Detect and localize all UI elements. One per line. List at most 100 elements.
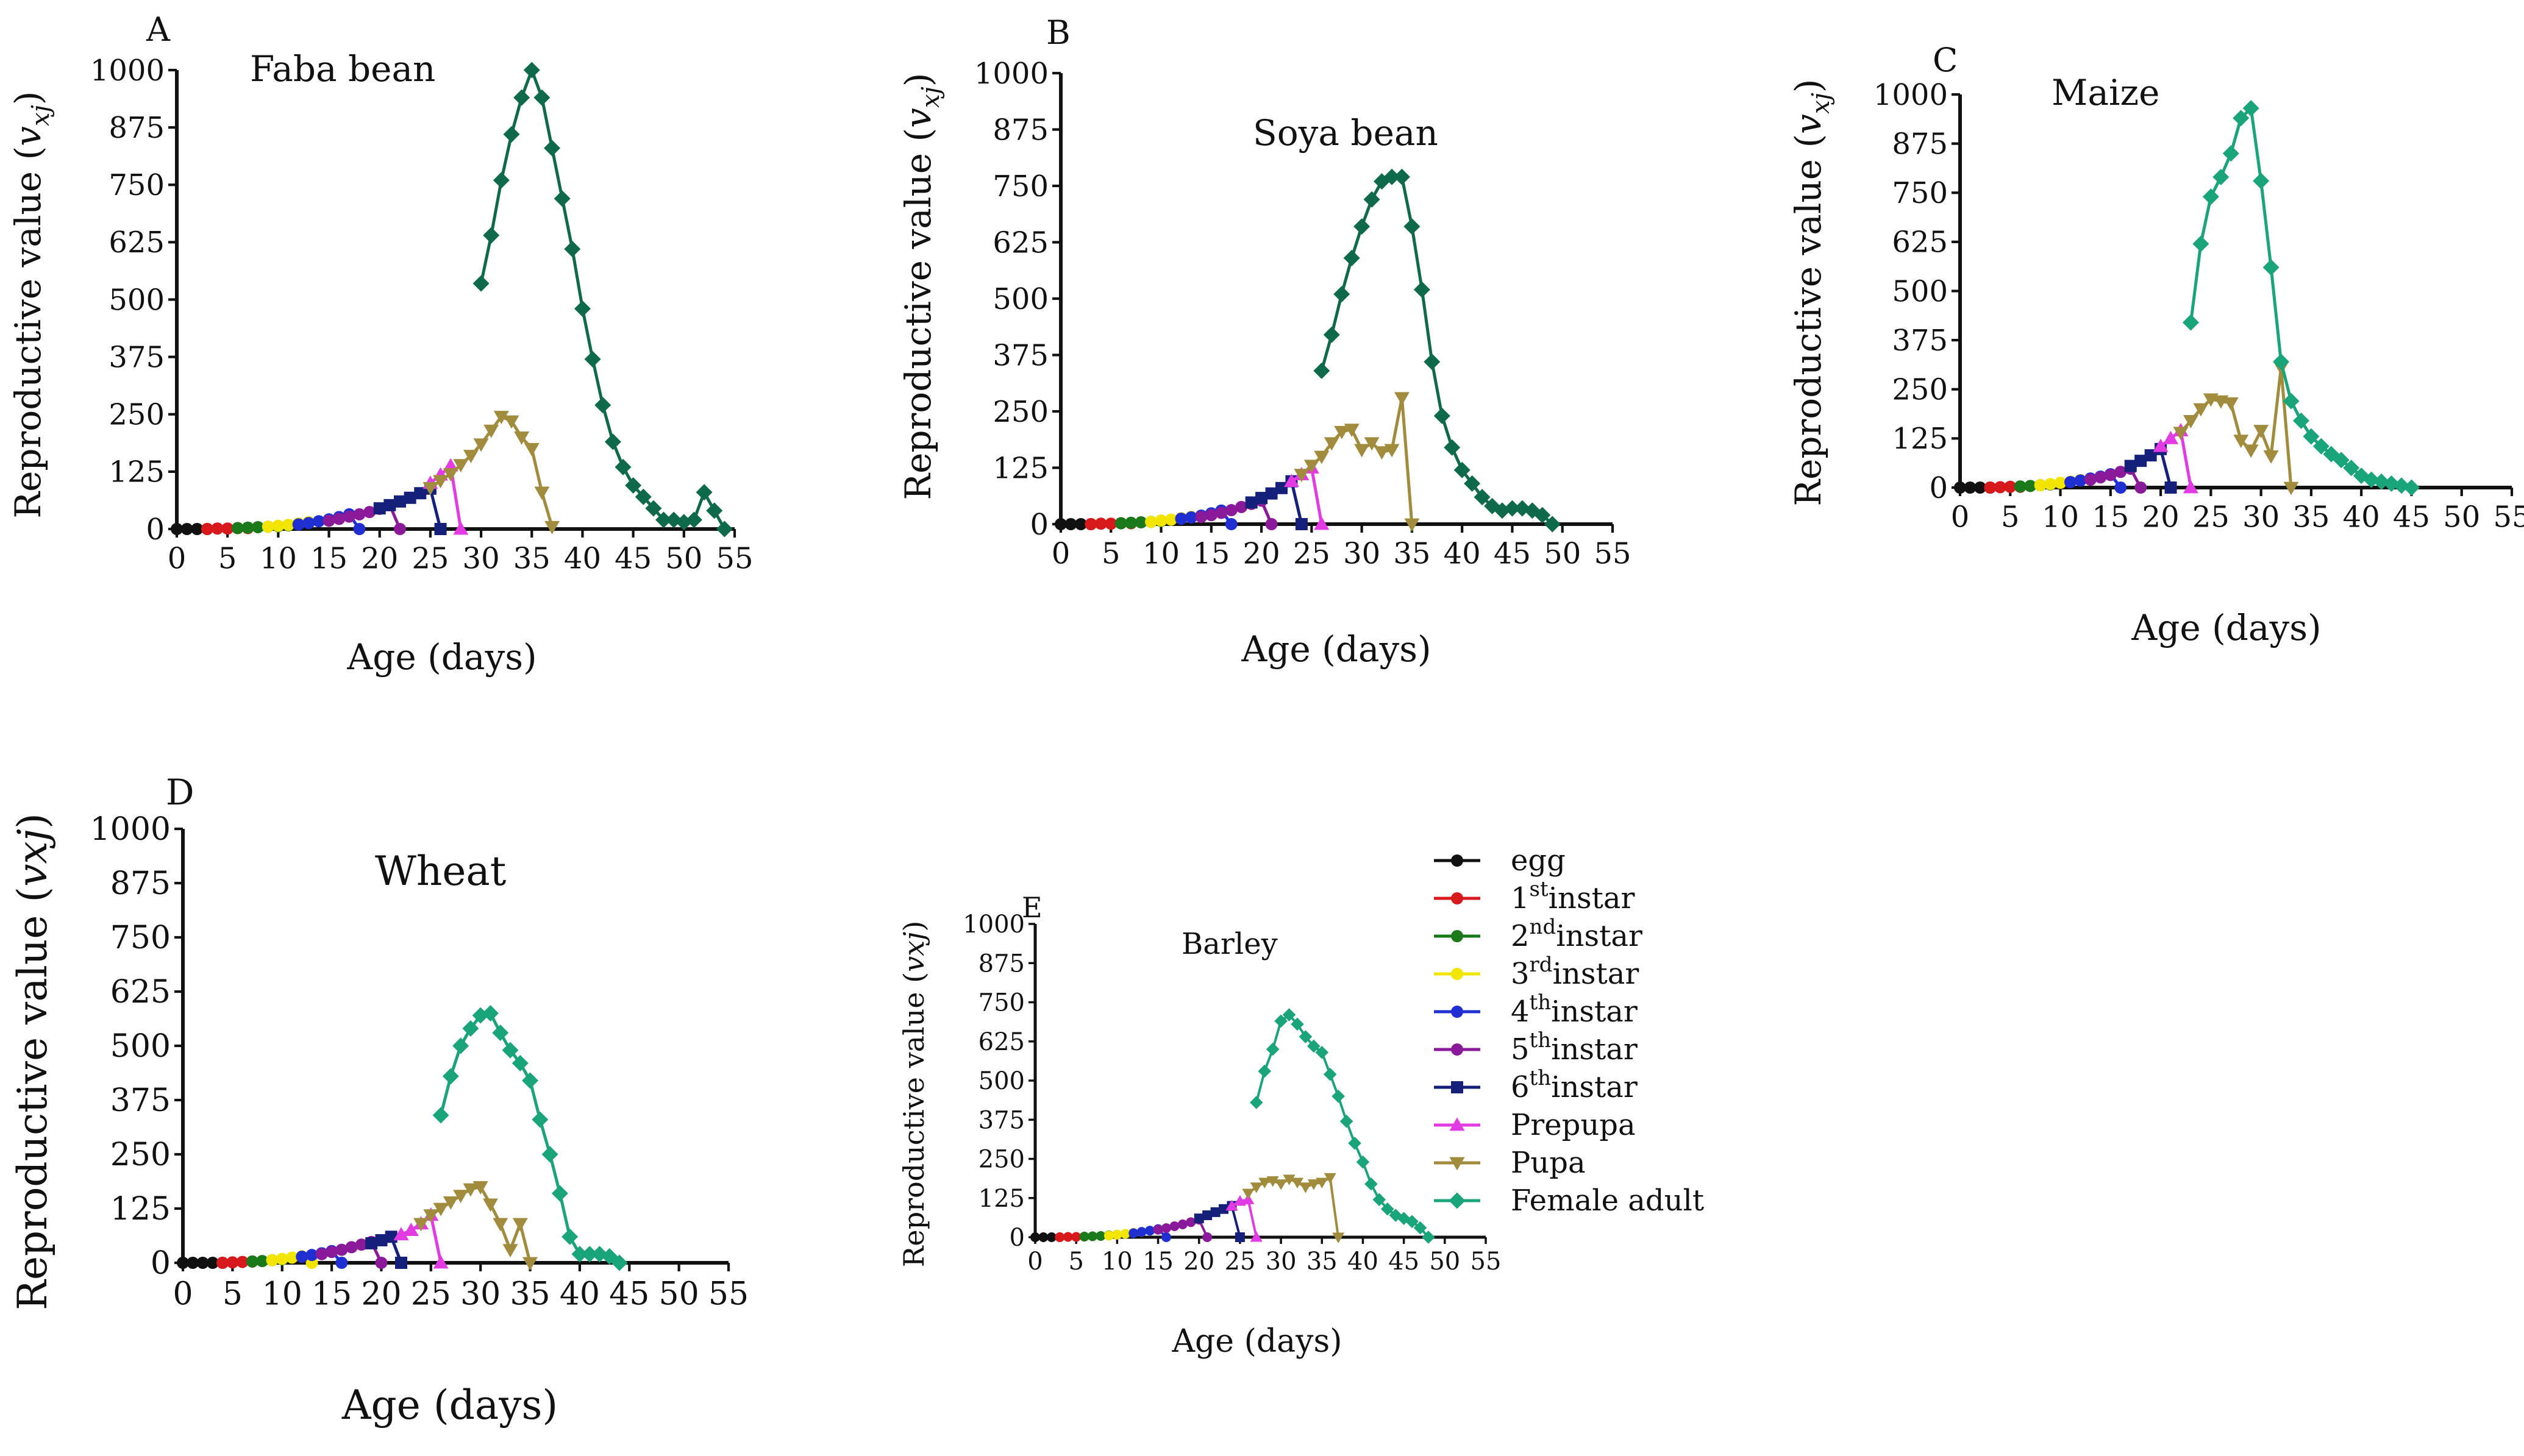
data-point [305,1249,318,1262]
data-point [2114,466,2127,478]
y-tick-label: 500 [1892,274,1948,308]
data-point [433,1202,449,1216]
x-tick-label: 30 [460,1276,501,1313]
data-point [286,1251,298,1264]
y-tick-label: 500 [110,1028,171,1065]
x-tick-label: 40 [1444,536,1481,570]
data-point [375,1257,388,1269]
data-point [2183,414,2198,428]
data-point [2164,481,2177,494]
y-axis-label: Reproductive value (vxj) [897,73,945,500]
data-point [483,227,500,244]
data-point [1071,1232,1082,1242]
data-point [2114,481,2127,494]
data-point [2144,449,2157,462]
data-point [1291,1017,1304,1031]
data-point [1294,469,1310,483]
data-point [452,1037,469,1054]
y-axis-label-var: v [897,108,939,128]
data-point [483,424,499,438]
data-point [2014,480,2027,493]
data-point [1364,1177,1378,1191]
data-point [1255,492,1268,505]
data-point [1128,1228,1139,1238]
y-axis-label-var: v [1788,114,1829,134]
y-tick-label: 875 [110,865,171,902]
data-point [246,1255,258,1268]
data-point [1984,481,1997,494]
y-tick-label: 500 [979,1067,1025,1095]
x-tick-label: 10 [1143,536,1180,570]
legend-label-text: instar [1556,919,1642,953]
data-point [1114,517,1127,530]
legend-label-sup: th [1530,990,1552,1015]
data-point [584,350,601,368]
data-point [541,1146,558,1163]
data-point [1210,1207,1221,1217]
y-tick-label: 250 [979,1146,1025,1174]
data-point [2173,427,2189,441]
series-pupa [413,1181,538,1271]
y-tick-label: 625 [109,226,165,260]
legend-label: 4thinstar [1511,990,1638,1029]
data-point [282,519,294,531]
data-point [231,522,244,534]
data-point [1315,1045,1329,1059]
y-axis-label: Reproductive value (vxj) [1788,79,1835,506]
y-tick-label: 750 [109,168,165,202]
data-point [1242,1188,1255,1200]
data-point [473,438,489,452]
series-line [479,68,726,530]
data-point [1074,518,1087,530]
data-point [1275,481,1288,494]
data-point [1266,1042,1280,1056]
data-point [1363,191,1380,208]
data-point [492,1025,509,1042]
y-axis-label-sub: xj [27,105,55,126]
data-point [504,415,519,429]
data-point [221,522,234,535]
legend-label-number: 5 [1511,1032,1530,1067]
data-point [1299,1182,1312,1193]
x-tick-label: 0 [1027,1248,1043,1276]
data-point [2222,145,2239,162]
plot-area: 0 5 10 15 20 25 30 35 40 45 50 55012525037550062575… [974,57,1631,571]
data-point [2223,397,2239,411]
y-tick-label: 250 [993,395,1049,429]
data-point [355,1238,368,1251]
data-point [522,1257,538,1271]
data-point [1444,439,1461,456]
x-tick-label: 5 [223,1276,243,1313]
legend-label: 2ndinstar [1511,915,1642,953]
y-tick-label: 125 [1892,422,1948,456]
x-axis-label: Age (days) [1171,1323,1342,1360]
y-tick-label: 125 [110,1191,171,1227]
x-tick-label: 35 [513,541,551,575]
data-point [1266,1176,1279,1187]
data-point [594,397,611,414]
data-point [1094,517,1107,530]
data-point [493,172,510,189]
data-point [375,1234,388,1246]
x-tick-label: 0 [168,541,187,575]
plot-area: 0 5 10 15 20 25 30 35 40 45 50 55012525037550062575… [90,811,749,1312]
data-point [1275,1179,1288,1190]
data-point [1225,1199,1238,1211]
data-point [1046,1232,1057,1242]
data-point [1374,446,1390,460]
legend-item-instar4: 4thinstar [1434,990,1638,1029]
data-point [2312,438,2330,455]
data-point [1453,461,1471,478]
data-point [1185,511,1197,524]
series-line [1255,1014,1430,1238]
data-point [1314,450,1330,464]
data-point [1186,1217,1196,1227]
data-point [561,1228,579,1245]
data-point [482,1198,498,1212]
y-axis-label: Reproductive value (vxj) [9,813,56,1310]
y-tick-label: 1000 [963,911,1025,939]
data-point [171,523,183,535]
data-point [1503,500,1520,517]
data-point [2243,444,2259,458]
data-point [2054,477,2067,489]
